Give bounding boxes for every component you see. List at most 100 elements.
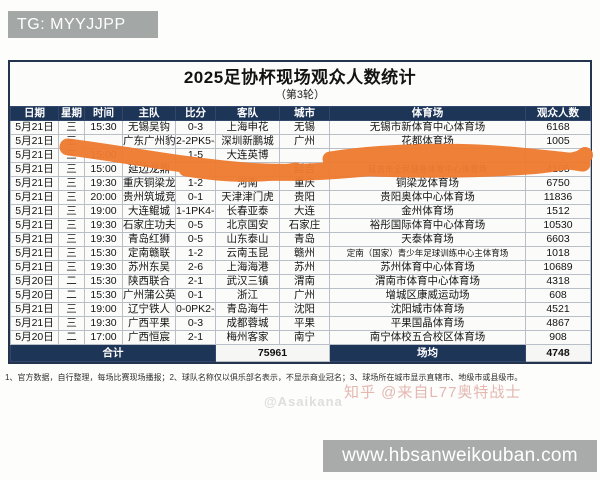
column-header-7: 体育场 (329, 106, 526, 121)
cell-13-5: 青岛海牛 (215, 302, 280, 317)
cell-2-6 (279, 148, 330, 163)
cell-8-8: 6603 (525, 232, 591, 247)
table-row: 5月21日三 19:30 广西平果 0-3 成都蓉城 平果 平果国晶体育场 4867 (10, 316, 591, 331)
cell-11-6: 渭南 (279, 274, 330, 289)
table-row: 5月21日三 15:00 延边龙鼎 延吉 延吉市全民健身体育中心体育场 4105 (10, 162, 591, 177)
cell-11-4: 2-1 (175, 274, 216, 289)
cell-8-5: 山东泰山 (215, 232, 280, 247)
cell-13-3: 辽宁铁人 (122, 302, 176, 317)
cell-9-2: 15:30 (84, 246, 123, 261)
table-row: 5月21日三 19:30 重庆铜梁龙 1-2 河南 重庆 铜梁龙体育场 6750 (10, 176, 591, 191)
cell-15-1: 二 (58, 330, 85, 345)
cell-10-7: 苏州体育中心体育场 (329, 260, 526, 275)
cell-10-2: 19:30 (84, 260, 123, 275)
cell-10-8: 10689 (525, 260, 591, 275)
table-row: 5月20日二 17:00 广西恒宸 2-1 梅州客家 南宁 南宁体校五合校区体育场 908 (10, 330, 591, 345)
cell-14-3: 广西平果 (122, 316, 176, 331)
zhihu-watermark: 知乎 @来自L77奥特战士 (344, 384, 522, 401)
cell-3-0: 5月21日 (10, 162, 59, 177)
cell-11-2: 15:30 (84, 274, 123, 289)
cell-10-4: 2-6 (175, 260, 216, 275)
column-header-2: 时间 (84, 106, 123, 121)
table-row: 5月21日三 19:30 石家庄功夫 0-5 北京国安 石家庄 裕彤国际体育中心体育场 105… (10, 218, 591, 233)
cell-1-0: 5月21日 (10, 134, 59, 149)
cell-5-5: 天津津门虎 (215, 190, 280, 205)
cell-2-4: 1-5 (175, 148, 216, 163)
cell-0-7: 无锡市新体育中心体育场 (329, 120, 526, 135)
cell-8-4: 0-5 (175, 232, 216, 247)
table-row: 5月21日三 15:30 无锡吴钩 0-3 上海申花 无锡 无锡市新体育中心体育场 6168 (10, 120, 591, 135)
cell-13-1: 三 (58, 302, 85, 317)
table-row: 5月21日三 15:00 1-5 大连英博 (10, 148, 591, 163)
cell-12-1: 二 (58, 288, 85, 303)
cell-9-7: 定南（国家）青少年足球训练中心主体育场 (329, 246, 526, 261)
cell-3-4 (175, 162, 216, 177)
cell-7-2: 19:30 (84, 218, 123, 233)
cell-4-2: 19:30 (84, 176, 123, 191)
page-subtitle: （第3轮） (274, 89, 326, 101)
cell-12-3: 广州蒲公英 (122, 288, 176, 303)
cell-4-0: 5月21日 (10, 176, 59, 191)
cell-14-6: 平果 (279, 316, 330, 331)
table-row: 5月21日三 19:30 苏州东吴 2-6 上海海港 苏州 苏州体育中心体育场 10689 (10, 260, 591, 275)
cell-10-0: 5月21日 (10, 260, 59, 275)
cell-8-1: 三 (58, 232, 85, 247)
cell-3-6: 延吉 (279, 162, 330, 177)
column-header-1: 星期 (58, 106, 85, 121)
cell-4-6: 重庆 (279, 176, 330, 191)
cell-2-1: 三 (58, 148, 85, 163)
cell-7-4: 0-5 (175, 218, 216, 233)
total-value: 75961 (215, 344, 330, 362)
cell-1-7: 花都体育场 (329, 134, 526, 149)
cell-14-1: 三 (58, 316, 85, 331)
cell-2-0: 5月21日 (10, 148, 59, 163)
cell-12-2: 15:30 (84, 288, 123, 303)
cell-14-4: 0-3 (175, 316, 216, 331)
cell-9-1: 三 (58, 246, 85, 261)
cell-2-2: 15:00 (84, 148, 123, 163)
cell-12-4: 0-1 (175, 288, 216, 303)
cell-15-6: 南宁 (279, 330, 330, 345)
cell-1-2 (84, 134, 123, 149)
cell-9-4: 1-2 (175, 246, 216, 261)
cell-5-3: 贵州筑城竞技 (122, 190, 176, 205)
cell-15-5: 梅州客家 (215, 330, 280, 345)
column-header-3: 主队 (122, 106, 176, 121)
cell-4-7: 铜梁龙体育场 (329, 176, 526, 191)
cell-5-8: 11836 (525, 190, 591, 205)
cell-10-3: 苏州东吴 (122, 260, 176, 275)
cell-1-6: 广州 (279, 134, 330, 149)
cell-15-4: 2-1 (175, 330, 216, 345)
cell-9-8: 1018 (525, 246, 591, 261)
cell-8-7: 天泰体育场 (329, 232, 526, 247)
cell-11-7: 渭南市体育中心体育场 (329, 274, 526, 289)
cell-6-8: 1512 (525, 204, 591, 219)
total-row: 合计 75961 场均 4748 (10, 344, 591, 362)
cell-11-0: 5月20日 (10, 274, 59, 289)
cell-3-5 (215, 162, 280, 177)
cell-8-3: 青岛红狮 (122, 232, 176, 247)
cell-3-3: 延边龙鼎 (122, 162, 176, 177)
cell-7-8: 10530 (525, 218, 591, 233)
site-watermark: www.hbsanweikouban.com (323, 440, 597, 472)
cell-7-6: 石家庄 (279, 218, 330, 233)
cell-6-7: 金州体育场 (329, 204, 526, 219)
table-body: 5月21日三 15:30 无锡吴钩 0-3 上海申花 无锡 无锡市新体育中心体育场 6168 5… (10, 120, 591, 345)
cell-9-3: 定南赣联 (122, 246, 176, 261)
column-header-6: 城市 (279, 106, 330, 121)
cell-1-4: 2-2PK5-4 (175, 134, 216, 149)
cell-14-2: 19:30 (84, 316, 123, 331)
page-title: 2025足协杯现场观众人数统计 (183, 68, 417, 87)
cell-12-7: 增城区康威运动场 (329, 288, 526, 303)
column-header-4: 比分 (175, 106, 216, 121)
cell-3-8: 4105 (525, 162, 591, 177)
asaikana-watermark: @Asaikana (264, 394, 343, 409)
cell-5-7: 贵阳奥体中心体育场 (329, 190, 526, 205)
cell-11-3: 陕西联合 (122, 274, 176, 289)
cell-14-5: 成都蓉城 (215, 316, 280, 331)
cell-9-5: 云南玉昆 (215, 246, 280, 261)
column-header-0: 日期 (10, 106, 59, 121)
cell-4-3: 重庆铜梁龙 (122, 176, 176, 191)
